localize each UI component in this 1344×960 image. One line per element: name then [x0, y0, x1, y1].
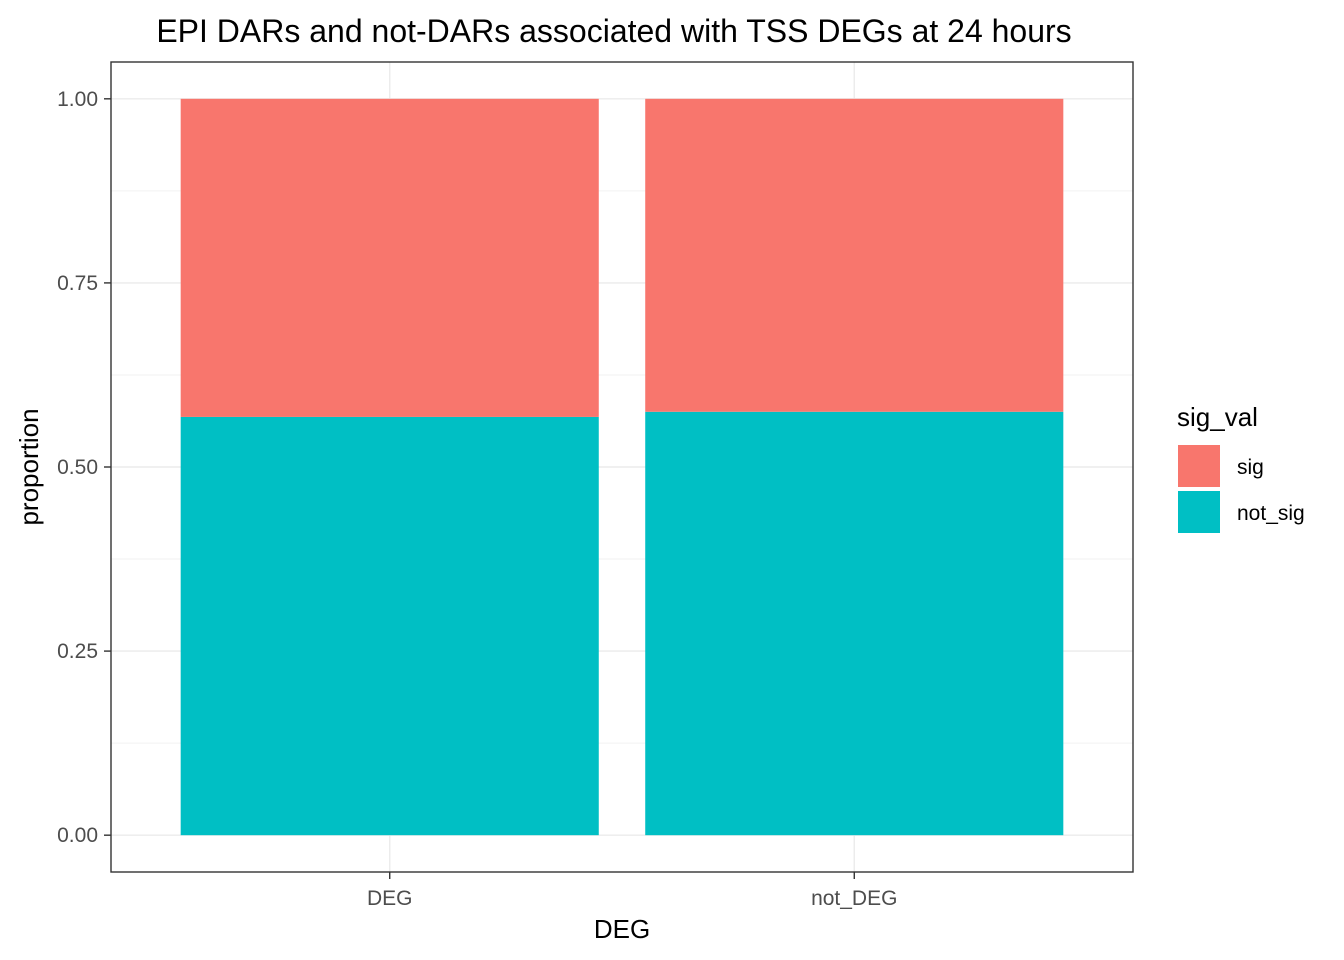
x-axis-title: DEG: [594, 914, 650, 944]
bar-not_DEG-sig: [645, 98, 1064, 412]
x-tick-label: DEG: [367, 887, 413, 910]
y-axis: 0.00 0.25 0.50 0.75 1.00: [57, 88, 111, 847]
x-tick-label: not_DEG: [811, 887, 897, 910]
y-tick-label: 0.25: [57, 640, 98, 663]
bar-DEG-not_sig: [180, 416, 599, 836]
y-tick-label: 0.75: [57, 272, 98, 295]
legend: sig_val sig not_sig: [1177, 402, 1305, 533]
legend-key-sig: [1178, 445, 1220, 487]
legend-key-not_sig: [1178, 491, 1220, 533]
legend-title: sig_val: [1177, 402, 1258, 432]
x-axis: DEG not_DEG: [367, 872, 897, 910]
bar-not_DEG-not_sig: [645, 411, 1064, 836]
legend-label-not_sig: not_sig: [1237, 502, 1305, 525]
y-tick-label: 0.00: [57, 824, 98, 847]
chart-title: EPI DARs and not-DARs associated with TS…: [156, 13, 1071, 49]
y-tick-label: 0.50: [57, 456, 98, 479]
legend-label-sig: sig: [1237, 456, 1264, 479]
y-axis-title: proportion: [14, 408, 44, 525]
bars: [180, 98, 1064, 836]
bar-DEG-sig: [180, 98, 599, 417]
y-tick-label: 1.00: [57, 88, 98, 111]
